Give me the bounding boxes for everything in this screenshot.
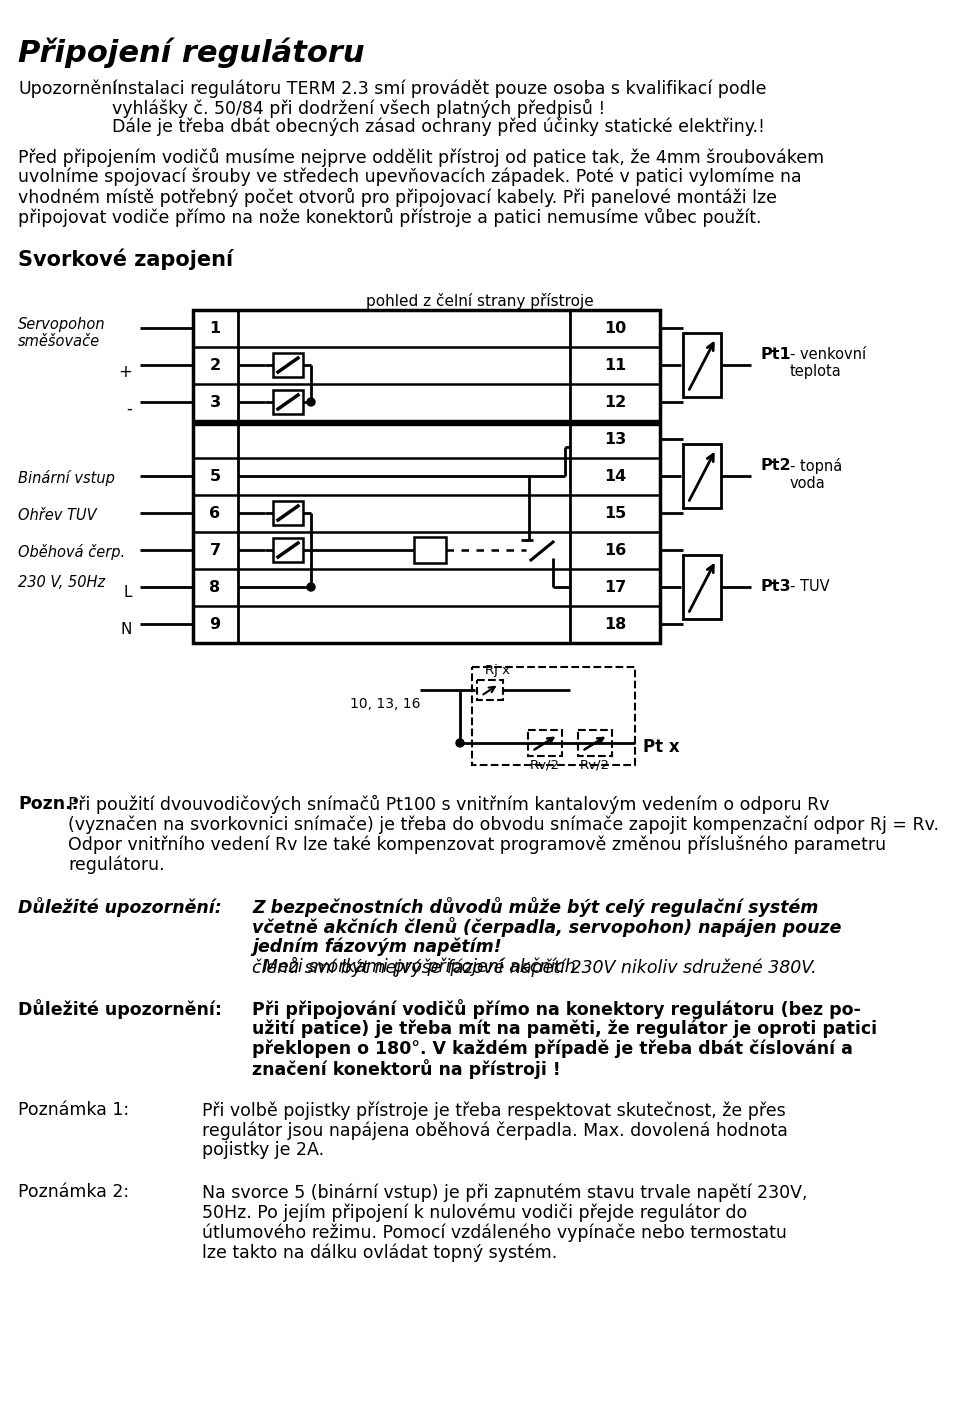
Text: jedním fázovým napětím!: jedním fázovým napětím! bbox=[252, 937, 502, 955]
Text: útlumového režimu. Pomocí vzdáleného vypínače nebo termostatu: útlumového režimu. Pomocí vzdáleného vyp… bbox=[202, 1222, 787, 1242]
Text: 2: 2 bbox=[209, 358, 221, 372]
Text: včetně akčních členů (čerpadla, servopohon) napájen pouze: včetně akčních členů (čerpadla, servopoh… bbox=[252, 917, 841, 937]
Text: pohled z čelní strany přístroje: pohled z čelní strany přístroje bbox=[366, 294, 594, 309]
Text: +: + bbox=[118, 362, 132, 381]
Text: Pt2: Pt2 bbox=[760, 458, 791, 473]
Text: L: L bbox=[124, 584, 132, 600]
Text: Připojení regulátoru: Připojení regulátoru bbox=[18, 38, 365, 69]
Text: - topná
voda: - topná voda bbox=[790, 458, 842, 492]
Text: - TUV: - TUV bbox=[790, 579, 829, 594]
Text: 8: 8 bbox=[209, 580, 221, 594]
Text: připojovat vodiče přímo na nože konektorů přístroje a patici nemusíme vůbec použ: připojovat vodiče přímo na nože konektor… bbox=[18, 208, 761, 228]
Text: Na svorce 5 (binární vstup) je při zapnutém stavu trvale napětí 230V,: Na svorce 5 (binární vstup) je při zapnu… bbox=[202, 1183, 807, 1201]
Text: Při použití dvouvodičových snímačů Pt100 s vnitřním kantalovým vedením o odporu : Při použití dvouvodičových snímačů Pt100… bbox=[68, 795, 829, 813]
Text: 17: 17 bbox=[604, 580, 626, 594]
Text: Odpor vnitřního vedení Rv lze také kompenzovat programově změnou příslušného par: Odpor vnitřního vedení Rv lze také kompe… bbox=[68, 835, 886, 853]
Text: Pt1: Pt1 bbox=[760, 347, 791, 362]
Text: 12: 12 bbox=[604, 395, 626, 410]
Text: Instalaci regulátoru TERM 2.3 smí provádět pouze osoba s kvalifikací podle: Instalaci regulátoru TERM 2.3 smí provád… bbox=[112, 80, 766, 98]
Text: vyhlášky č. 50/84 při dodržení všech platných předpisů !: vyhlášky č. 50/84 při dodržení všech pla… bbox=[112, 98, 605, 118]
Text: Poznámka 1:: Poznámka 1: bbox=[18, 1102, 130, 1118]
Text: 9: 9 bbox=[209, 617, 221, 632]
Text: Při volbě pojistky přístroje je třeba respektovat skutečnost, že přes: Při volbě pojistky přístroje je třeba re… bbox=[202, 1102, 785, 1120]
Text: značení konektorů na přístroji !: značení konektorů na přístroji ! bbox=[252, 1059, 561, 1079]
Text: Rj x: Rj x bbox=[485, 665, 510, 677]
Text: Rv/2: Rv/2 bbox=[530, 759, 560, 771]
Text: Důležité upozornění:: Důležité upozornění: bbox=[18, 999, 222, 1019]
Text: 50Hz. Po jejím připojení k nulovému vodiči přejde regulátor do: 50Hz. Po jejím připojení k nulovému vodi… bbox=[202, 1203, 747, 1221]
Text: lze takto na dálku ovládat topný systém.: lze takto na dálku ovládat topný systém. bbox=[202, 1243, 557, 1262]
Text: 230 V, 50Hz: 230 V, 50Hz bbox=[18, 575, 106, 590]
Text: vhodném místě potřebný počet otvorů pro připojovací kabely. Při panelové montáži: vhodném místě potřebný počet otvorů pro … bbox=[18, 188, 777, 207]
Text: 15: 15 bbox=[604, 506, 626, 521]
Text: Svorkové zapojení: Svorkové zapojení bbox=[18, 249, 233, 270]
Text: 10, 13, 16: 10, 13, 16 bbox=[349, 697, 420, 711]
Text: Pt x: Pt x bbox=[643, 738, 680, 756]
Text: Upozornění:: Upozornění: bbox=[18, 80, 123, 98]
Text: regulátoru.: regulátoru. bbox=[68, 856, 164, 874]
Text: - venkovní
teplota: - venkovní teplota bbox=[790, 347, 866, 379]
Text: Dále je třeba dbát obecných zásad ochrany před účinky statické elektřiny.!: Dále je třeba dbát obecných zásad ochran… bbox=[112, 118, 765, 136]
Text: Pozn.:: Pozn.: bbox=[18, 795, 79, 813]
Text: 16: 16 bbox=[604, 542, 626, 558]
Text: uvolníme spojovací šrouby ve středech upevňovacích západek. Poté v patici vylomí: uvolníme spojovací šrouby ve středech up… bbox=[18, 169, 802, 187]
Text: užití patice) je třeba mít na paměti, že regulátor je oproti patici: užití patice) je třeba mít na paměti, že… bbox=[252, 1019, 877, 1037]
Text: Rv/2: Rv/2 bbox=[580, 759, 610, 771]
Text: Mezi svorkami pro připojení akčních: Mezi svorkami pro připojení akčních bbox=[252, 957, 576, 975]
Text: překlopen o 180°. V každém případě je třeba dbát číslování a: překlopen o 180°. V každém případě je tř… bbox=[252, 1040, 852, 1058]
Text: 7: 7 bbox=[209, 542, 221, 558]
Text: 18: 18 bbox=[604, 617, 626, 632]
Text: Servopohon
směšovače: Servopohon směšovače bbox=[18, 316, 106, 350]
Text: pojistky je 2A.: pojistky je 2A. bbox=[202, 1141, 324, 1159]
Circle shape bbox=[307, 583, 315, 592]
Text: 1: 1 bbox=[209, 320, 221, 336]
Text: Ohřev TUV: Ohřev TUV bbox=[18, 507, 97, 523]
Text: Při připojování vodičů přímo na konektory regulátoru (bez po-: Při připojování vodičů přímo na konektor… bbox=[252, 999, 861, 1019]
Text: Před připojením vodičů musíme nejprve oddělit přístroj od patice tak, že 4mm šro: Před připojením vodičů musíme nejprve od… bbox=[18, 148, 824, 167]
Text: regulátor jsou napájena oběhová čerpadla. Max. dovolená hodnota: regulátor jsou napájena oběhová čerpadla… bbox=[202, 1121, 788, 1139]
Text: 10: 10 bbox=[604, 320, 626, 336]
Text: 6: 6 bbox=[209, 506, 221, 521]
Text: Pt3: Pt3 bbox=[760, 579, 791, 594]
Text: Důležité upozornění:: Důležité upozornění: bbox=[18, 896, 222, 917]
Text: členů smí být nejvýše fázové napětí 230V nikoliv sdružené 380V.: členů smí být nejvýše fázové napětí 230V… bbox=[252, 957, 817, 976]
Circle shape bbox=[456, 739, 464, 747]
Text: 11: 11 bbox=[604, 358, 626, 372]
Text: Poznámka 2:: Poznámka 2: bbox=[18, 1183, 130, 1201]
Text: Z bezpečnostních důvodů může být celý regulační systém: Z bezpečnostních důvodů může být celý re… bbox=[252, 896, 818, 917]
Circle shape bbox=[307, 398, 315, 406]
Text: 13: 13 bbox=[604, 431, 626, 447]
Text: (vyznačen na svorkovnici snímače) je třeba do obvodu snímače zapojit kompenzační: (vyznačen na svorkovnici snímače) je tře… bbox=[68, 815, 939, 833]
Text: N: N bbox=[121, 622, 132, 636]
Text: -: - bbox=[126, 400, 132, 419]
Text: 14: 14 bbox=[604, 469, 626, 483]
Polygon shape bbox=[193, 420, 660, 424]
Text: 3: 3 bbox=[209, 395, 221, 410]
Text: Oběhová čerp.: Oběhová čerp. bbox=[18, 544, 125, 561]
Text: 5: 5 bbox=[209, 469, 221, 483]
Text: Binární vstup: Binární vstup bbox=[18, 471, 115, 486]
